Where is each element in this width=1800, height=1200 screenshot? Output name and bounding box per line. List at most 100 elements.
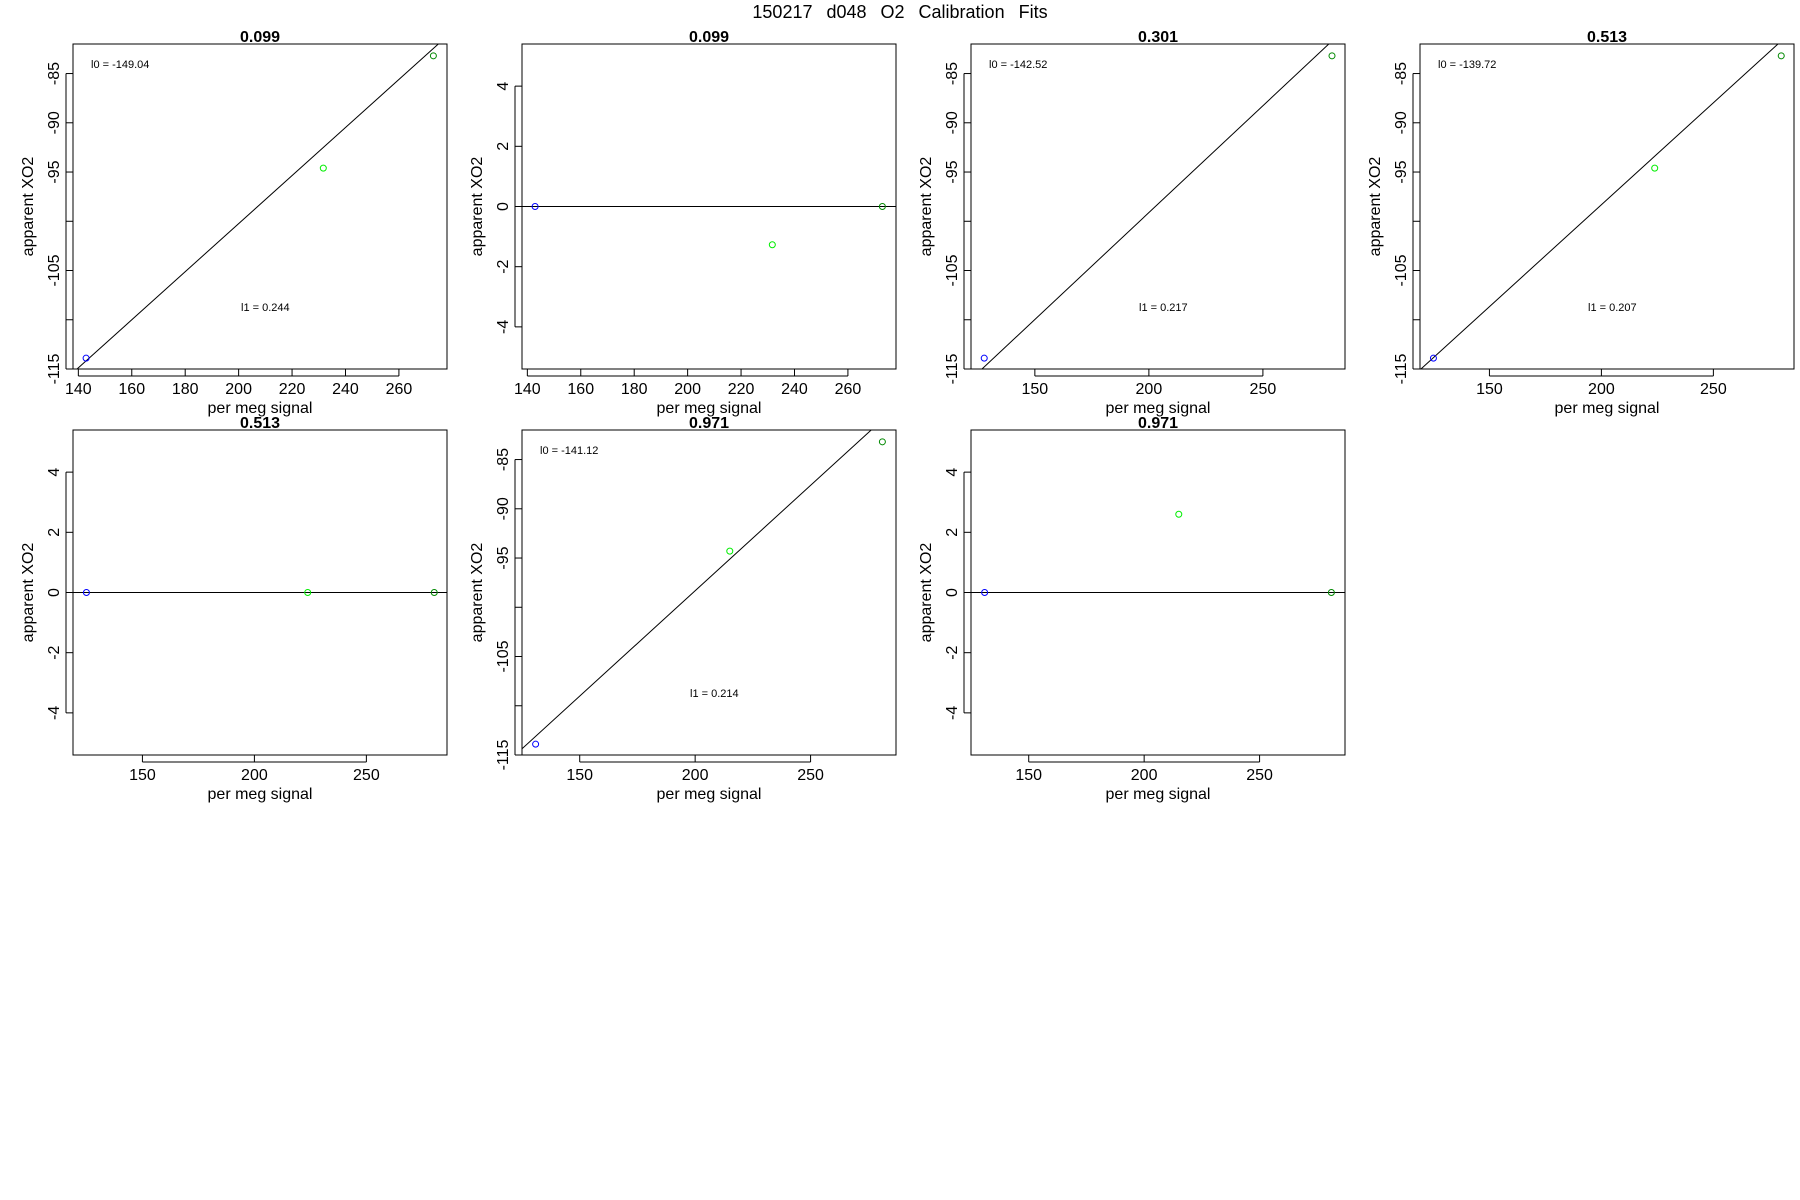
y-tick-label: -90 (495, 497, 512, 520)
x-tick-label: 250 (1700, 381, 1727, 398)
y-tick-label: -2 (944, 645, 961, 659)
x-tick-label: 250 (1246, 767, 1273, 784)
panel-7: 0.971 150 200 250 -4 -2 0 2 4 per meg signal appar… (918, 415, 1346, 803)
data-point (981, 589, 989, 596)
slope-annotation: l1 = 0.217 (1139, 302, 1188, 314)
x-tick-label: 200 (682, 767, 709, 784)
y-tick-label: -85 (1393, 62, 1410, 85)
plot-area (522, 430, 886, 750)
y-tick-label: -115 (1393, 353, 1410, 384)
y-tick-label: 0 (944, 588, 961, 597)
data-point (82, 354, 90, 362)
y-axis-label: apparent XO2 (1367, 157, 1384, 257)
x-tick-label: 240 (332, 381, 359, 398)
data-point (429, 52, 437, 60)
panel-3: 0.301 150 200 250 -115 -105 -95 -90 -85 per meg s… (918, 29, 1346, 417)
page-title: 150217 d048 O2 Calibration Fits (752, 2, 1048, 22)
y-tick-label: -105 (495, 640, 512, 672)
x-tick-label: 260 (386, 381, 413, 398)
x-tick-label: 260 (835, 381, 862, 398)
data-point (82, 589, 90, 596)
data-point (1651, 164, 1659, 172)
y-tick-label: -90 (1393, 111, 1410, 134)
data-point (726, 547, 734, 555)
slope-annotation: l1 = 0.214 (690, 688, 739, 700)
x-tick-label: 240 (781, 381, 808, 398)
y-tick-label: -95 (944, 160, 961, 183)
y-tick-label: 4 (46, 468, 63, 477)
data-point (1328, 52, 1336, 60)
panel-4: 0.513 150 200 250 -115 -105 -95 -90 -85 per meg s… (1367, 29, 1795, 417)
data-point (430, 589, 438, 596)
y-axis-label: apparent XO2 (469, 157, 486, 257)
y-tick-label: 2 (944, 528, 961, 537)
slope-annotation: l1 = 0.244 (241, 302, 290, 314)
x-tick-label: 150 (129, 767, 156, 784)
x-tick-label: 150 (1476, 381, 1503, 398)
intercept-annotation: l0 = -142.52 (989, 59, 1047, 71)
data-point (304, 589, 312, 596)
x-tick-label: 200 (225, 381, 252, 398)
y-axis-label: apparent XO2 (20, 543, 37, 643)
x-tick-label: 180 (172, 381, 199, 398)
y-tick-label: -115 (944, 353, 961, 384)
x-tick-label: 140 (514, 381, 541, 398)
y-tick-label: -85 (46, 62, 63, 85)
y-tick-label: -115 (46, 353, 63, 384)
x-tick-label: 200 (1136, 381, 1163, 398)
panel-title: 0.099 (689, 29, 729, 46)
x-tick-label: 250 (797, 767, 824, 784)
data-point (531, 203, 539, 210)
plot-frame (72, 43, 448, 370)
x-tick-label: 250 (353, 767, 380, 784)
plot-frame (970, 43, 1346, 370)
y-tick-label: -85 (944, 62, 961, 85)
x-tick-label: 220 (279, 381, 306, 398)
x-tick-label: 150 (1015, 767, 1042, 784)
x-tick-label: 160 (567, 381, 594, 398)
panel-1: 0.099 140 160 180 200 220 240 260 -115 -105 -95 -90… (20, 29, 448, 417)
plot-frame (521, 429, 897, 756)
data-point (878, 203, 886, 210)
y-tick-label: -95 (46, 160, 63, 183)
panel-5: 0.513 150 200 250 -4 -2 0 2 4 per meg signal appar… (20, 415, 448, 803)
fit-line (981, 44, 1330, 369)
data-point (1429, 354, 1437, 362)
y-tick-label: -2 (495, 259, 512, 273)
y-tick-label: 0 (46, 588, 63, 597)
y-tick-label: 4 (944, 468, 961, 477)
data-point (532, 740, 540, 748)
x-tick-label: 180 (621, 381, 648, 398)
x-axis-label: per meg signal (1555, 400, 1660, 417)
x-tick-label: 250 (1250, 381, 1277, 398)
plot-area (980, 44, 1336, 369)
x-tick-label: 220 (728, 381, 755, 398)
data-point (1327, 589, 1335, 596)
slope-annotation: l1 = 0.207 (1588, 302, 1637, 314)
x-tick-label: 150 (566, 767, 593, 784)
y-tick-label: 0 (495, 202, 512, 211)
plot-area (522, 203, 896, 249)
plot-area (971, 510, 1345, 596)
plot-frame (1419, 43, 1795, 370)
y-tick-label: -4 (944, 706, 961, 720)
y-tick-label: -90 (944, 111, 961, 134)
y-axis-label: apparent XO2 (469, 543, 486, 643)
y-tick-label: -85 (495, 448, 512, 471)
data-point (980, 354, 988, 362)
fit-line (522, 430, 872, 750)
y-tick-label: -95 (495, 546, 512, 569)
x-axis-label: per meg signal (657, 400, 762, 417)
x-axis-label: per meg signal (657, 786, 762, 803)
panel-2: 0.099 140 160 180 200 220 240 260 -4 -2 0 2 4 per meg… (469, 29, 897, 417)
y-axis-label: apparent XO2 (918, 157, 935, 257)
y-tick-label: -115 (495, 739, 512, 770)
x-tick-label: 200 (674, 381, 701, 398)
panel-title: 0.971 (1138, 415, 1178, 432)
x-tick-label: 200 (1588, 381, 1615, 398)
y-tick-label: -95 (1393, 160, 1410, 183)
data-point (1175, 510, 1183, 518)
y-tick-label: -4 (46, 706, 63, 720)
